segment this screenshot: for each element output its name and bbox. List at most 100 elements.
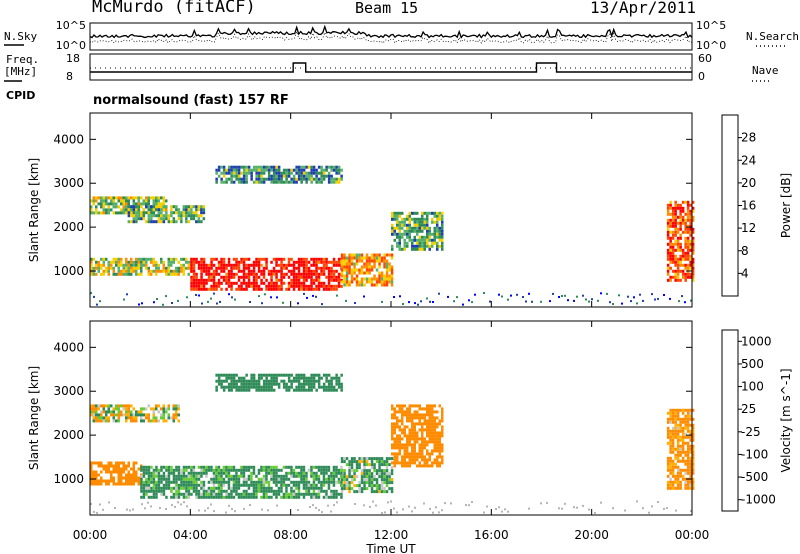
data-cell <box>684 218 687 222</box>
data-cell <box>380 271 384 275</box>
data-cell <box>205 468 208 472</box>
data-cell <box>232 168 236 172</box>
data-cell <box>222 480 226 484</box>
data-cell <box>130 479 133 483</box>
data-cell <box>416 434 419 438</box>
data-cell <box>666 474 670 478</box>
data-cell <box>669 486 672 490</box>
data-cell <box>172 486 176 490</box>
data-cell <box>327 468 331 472</box>
data-cell <box>275 379 278 383</box>
data-cell <box>315 171 318 175</box>
data-cell <box>428 416 431 420</box>
data-cell <box>147 202 150 206</box>
freq-left-tick: 18 <box>66 52 80 65</box>
data-cell <box>280 477 283 481</box>
data-cell <box>125 211 128 215</box>
data-cell <box>270 468 273 472</box>
data-cell <box>312 465 316 469</box>
data-cell <box>120 196 123 200</box>
data-cell <box>380 280 384 284</box>
data-cell <box>245 174 248 178</box>
data-cell <box>418 455 421 459</box>
data-cell <box>217 260 221 264</box>
data-cell <box>115 407 118 411</box>
data-cell <box>177 404 180 408</box>
data-cell <box>686 447 690 451</box>
data-cell <box>438 434 441 438</box>
data-cell <box>674 257 677 261</box>
data-cell <box>396 404 399 408</box>
data-cell <box>380 484 384 488</box>
data-cell <box>100 196 103 200</box>
data-cell <box>396 443 399 447</box>
data-cell <box>232 480 236 484</box>
data-cell <box>157 217 161 221</box>
data-cell <box>185 489 188 493</box>
data-cell <box>295 168 298 172</box>
ground-scatter-cell <box>525 300 527 303</box>
data-cell <box>135 208 138 212</box>
data-cell <box>250 495 253 499</box>
data-cell <box>358 490 361 494</box>
data-cell <box>300 165 303 169</box>
ground-scatter-cell <box>177 501 179 504</box>
data-cell <box>177 208 181 212</box>
data-cell <box>145 486 148 490</box>
data-cell <box>292 483 296 487</box>
data-cell <box>315 373 318 377</box>
data-cell <box>312 376 316 380</box>
data-cell <box>666 468 670 472</box>
data-cell <box>373 475 376 479</box>
data-cell <box>285 168 288 172</box>
data-cell <box>137 205 141 209</box>
data-cell <box>247 483 251 487</box>
data-cell <box>406 410 409 414</box>
data-cell <box>265 468 268 472</box>
data-cell <box>257 284 261 288</box>
data-cell <box>385 283 389 287</box>
data-cell <box>200 263 203 267</box>
data-cell <box>155 416 158 420</box>
data-cell <box>421 214 424 218</box>
data-cell <box>428 232 431 236</box>
data-cell <box>335 373 338 377</box>
data-cell <box>426 232 429 236</box>
data-cell <box>322 168 326 172</box>
data-cell <box>436 235 439 239</box>
data-cell <box>247 468 251 472</box>
data-cell <box>438 217 441 221</box>
data-cell <box>343 265 346 269</box>
data-cell <box>200 483 203 487</box>
data-cell <box>375 469 379 473</box>
data-cell <box>220 489 223 493</box>
data-cell <box>140 269 143 273</box>
data-cell <box>406 449 409 453</box>
ground-scatter-cell <box>96 303 98 306</box>
data-cell <box>416 220 419 224</box>
data-cell <box>207 468 211 472</box>
ground-scatter-cell <box>321 511 323 514</box>
data-cell <box>235 260 238 264</box>
data-cell <box>265 492 268 496</box>
data-cell <box>335 165 338 169</box>
data-cell <box>272 465 276 469</box>
data-cell <box>155 495 158 499</box>
data-cell <box>160 480 163 484</box>
data-cell <box>155 202 158 206</box>
ground-scatter-cell <box>201 302 203 305</box>
data-cell <box>160 208 163 212</box>
data-cell <box>242 272 246 276</box>
data-cell <box>140 410 143 414</box>
data-cell <box>135 479 138 483</box>
data-cell <box>363 466 366 470</box>
data-cell <box>676 239 680 243</box>
data-cell <box>353 469 356 473</box>
data-cell <box>348 256 351 260</box>
data-cell <box>436 211 439 215</box>
ground-scatter-cell <box>507 298 509 301</box>
data-cell <box>235 257 238 261</box>
data-cell <box>666 483 670 487</box>
data-cell <box>411 434 414 438</box>
ground-scatter-cell <box>126 508 128 511</box>
